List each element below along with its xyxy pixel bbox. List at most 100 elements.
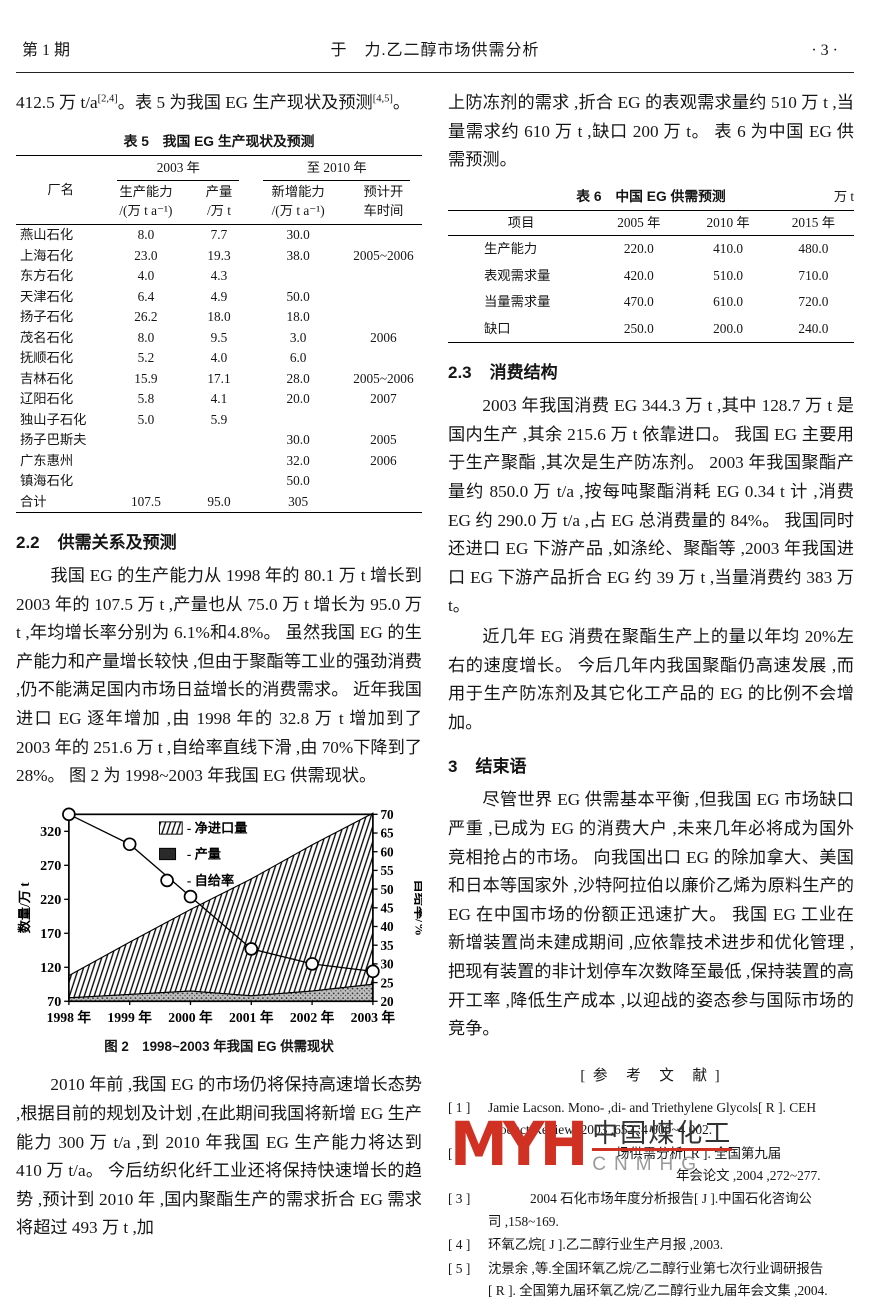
svg-text:35: 35 [380,938,394,953]
cell: 辽阳石化 [20,391,74,407]
reference-line: 年会论文 ,2004 ,272~277. [676,1167,821,1183]
cell: 4.9 [210,288,228,304]
cell: 250.0 [623,320,654,336]
svg-text:50: 50 [380,882,394,897]
cell: 当量需求量 [484,294,551,310]
cell: 19.3 [207,247,231,263]
svg-text:40: 40 [380,919,394,934]
cell: 5.9 [210,411,228,427]
watermark-cn: 中国煤化工 [592,1118,733,1148]
table-row: 上海石化 23.0 19.3 38.0 2005~2006 [16,246,422,267]
col-header: 2010 年 [683,210,773,237]
cell: 7.7 [210,227,228,243]
svg-text:270: 270 [40,858,61,874]
svg-text:60: 60 [380,844,394,859]
cell [345,307,422,328]
cell: 200.0 [713,320,744,336]
col-header: 新增能力 /(万 t a⁻¹) [251,181,345,226]
fig2-chart: 320 270 220 170 120 70 70 65 60 55 50 45 40 35 30 25 20 1… [16,807,422,1025]
cell: 38.0 [286,247,310,263]
reference-line: 司 ,158~169. [488,1213,559,1229]
col-header: 产量 /万 t [186,181,252,226]
svg-text:1998 年: 1998 年 [47,1009,92,1025]
cell: 上海石化 [20,247,74,263]
cell [105,471,186,492]
cell: 28.0 [286,370,310,386]
cell: 510.0 [713,267,744,283]
table-row: 燕山石化 8.0 7.7 30.0 [16,225,422,246]
cell [345,266,422,287]
cell [105,451,186,472]
reference-item: [ 5 ] 沈景余 ,等.全国环氧乙烷/乙二醇行业第七次行业调研报告 [ R ]. … [448,1258,854,1303]
cell: 表观需求量 [484,267,551,283]
paragraph-2-2: 我国 EG 的生产能力从 1998 年的 80.1 万 t 增长到 2003 年… [16,566,422,786]
table-row: 抚顺石化 5.2 4.0 6.0 [16,348,422,369]
citation-sup: [2,4] [97,93,118,105]
table6-caption: 表 6 中国 EG 供需预测 [576,188,726,204]
cell: 50.0 [286,288,310,304]
cell [345,225,422,246]
cell: 2005 [370,432,397,448]
table5: 厂名 2003 年 至 2010 年 生产能力 /(万 t a⁻¹) 产量 /万… [16,154,422,514]
cell: 18.0 [286,309,310,325]
section-number: 3 [448,757,458,777]
cell: 天津石化 [20,288,74,304]
figure2-caption: 图 2 1998~2003 年我国 EG 供需现状 [104,1039,334,1055]
paragraph-intro: 412.5 万 t/a[2,4]。表 5 为我国 EG 生产现状及预测[4,5]… [16,89,422,118]
references-header: [ 参 考 文 献 ] [580,1067,722,1084]
references-list: [ 1 ] Jamie Lacson. Mono- ,di- and Trieth… [448,1097,854,1303]
table-row: 表观需求量 420.0 510.0 710.0 [448,263,854,290]
svg-text:20: 20 [380,994,394,1009]
cell: 8.0 [137,329,155,345]
cell: 4.0 [137,268,155,284]
running-title: 于 力.乙二醇市场供需分析 [330,42,540,59]
svg-text:170: 170 [40,926,61,942]
cell: 2006 [370,329,397,345]
cnmhg-logo-icon: MYH [450,1108,588,1180]
reference-marker: [ 3 ] [448,1191,471,1207]
cell: 生产能力 [484,241,538,257]
watermark-text: 中国煤化工 CNMHG [592,1114,733,1176]
col-header-factory: 厂名 [16,155,106,226]
table6-caption-row: 表 6 中国 EG 供需预测 万 t [448,185,854,205]
cell: 107.5 [130,493,161,509]
col-header: 生产能力 /(万 t a⁻¹) [105,181,187,226]
page-number: · 3 · [811,42,838,59]
paragraph-2-3b: 近几年 EG 消费在聚酯生产上的量以年均 20%左右的速度增长。 今后几年内我国… [448,627,854,732]
svg-text:320: 320 [40,824,61,840]
cell: 23.0 [134,247,158,263]
svg-text:220: 220 [40,892,61,908]
cell: 扬子石化 [20,309,74,325]
cell: 2007 [370,391,397,407]
cell [187,471,252,492]
reference-line: 环氧乙烷[ J ].乙二醇行业生产月报 ,2003. [488,1237,724,1253]
svg-text:数量/万 t: 数量/万 t [16,882,32,934]
svg-text:70: 70 [47,994,61,1010]
cell: 18.0 [207,309,231,325]
cell: 5.8 [137,391,155,407]
table-row: 吉林石化 15.9 17.1 28.0 2005~2006 [16,369,422,390]
svg-text:25: 25 [380,975,394,990]
table6-body: 生产能力 220.0 410.0 480.0 表观需求量 420.0 510.0 710.0 当… [448,236,854,343]
reference-marker: [ 1 ] [448,1099,471,1115]
cell [345,348,422,369]
table-row: 天津石化 6.4 4.9 50.0 [16,287,422,308]
cell: 9.5 [210,329,228,345]
section-title: 消费结构 [489,363,558,383]
left-column: 412.5 万 t/a[2,4]。表 5 为我国 EG 生产现状及预测[4,5]… [16,89,422,1303]
cell: 20.0 [286,391,310,407]
cell: 610.0 [713,294,744,310]
svg-text:自给率/%: 自给率/% [412,879,422,935]
cell: 缺口 [484,320,511,336]
section-heading-2-3: 2.3 消费结构 [448,358,854,383]
cell: 燕山石化 [20,227,74,243]
cell: 710.0 [798,267,829,283]
cell: 410.0 [713,241,744,257]
table-row: 辽阳石化 5.8 4.1 20.0 2007 [16,389,422,410]
cell: 合计 [20,493,47,509]
svg-text:2002 年: 2002 年 [290,1009,335,1025]
cell: 420.0 [623,267,654,283]
svg-text:2001 年: 2001 年 [229,1009,274,1025]
table-row: 合计 107.5 95.0 305 [16,492,422,513]
col-header: 预计开 车时间 [344,181,422,226]
